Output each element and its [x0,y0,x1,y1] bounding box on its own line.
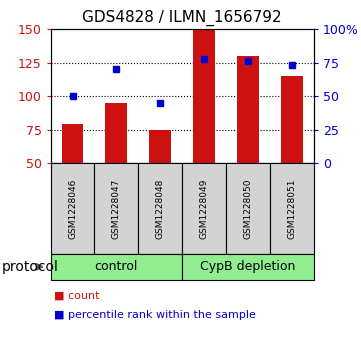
Text: CypB depletion: CypB depletion [200,260,296,273]
Text: control: control [95,260,138,273]
Bar [193,29,215,163]
Title: GDS4828 / ILMN_1656792: GDS4828 / ILMN_1656792 [83,10,282,26]
Text: GSM1228046: GSM1228046 [68,179,77,239]
Text: ■ percentile rank within the sample: ■ percentile rank within the sample [54,310,256,321]
Text: protocol: protocol [2,260,59,274]
Text: GSM1228049: GSM1228049 [200,179,209,239]
Bar [105,103,127,163]
Text: ■ count: ■ count [54,290,100,301]
Text: GSM1228048: GSM1228048 [156,179,165,239]
Bar [237,56,259,163]
Text: GSM1228051: GSM1228051 [288,179,297,239]
Bar [281,76,303,163]
Bar [61,125,83,163]
Bar [149,130,171,163]
Text: GSM1228047: GSM1228047 [112,179,121,239]
Text: GSM1228050: GSM1228050 [244,179,253,239]
